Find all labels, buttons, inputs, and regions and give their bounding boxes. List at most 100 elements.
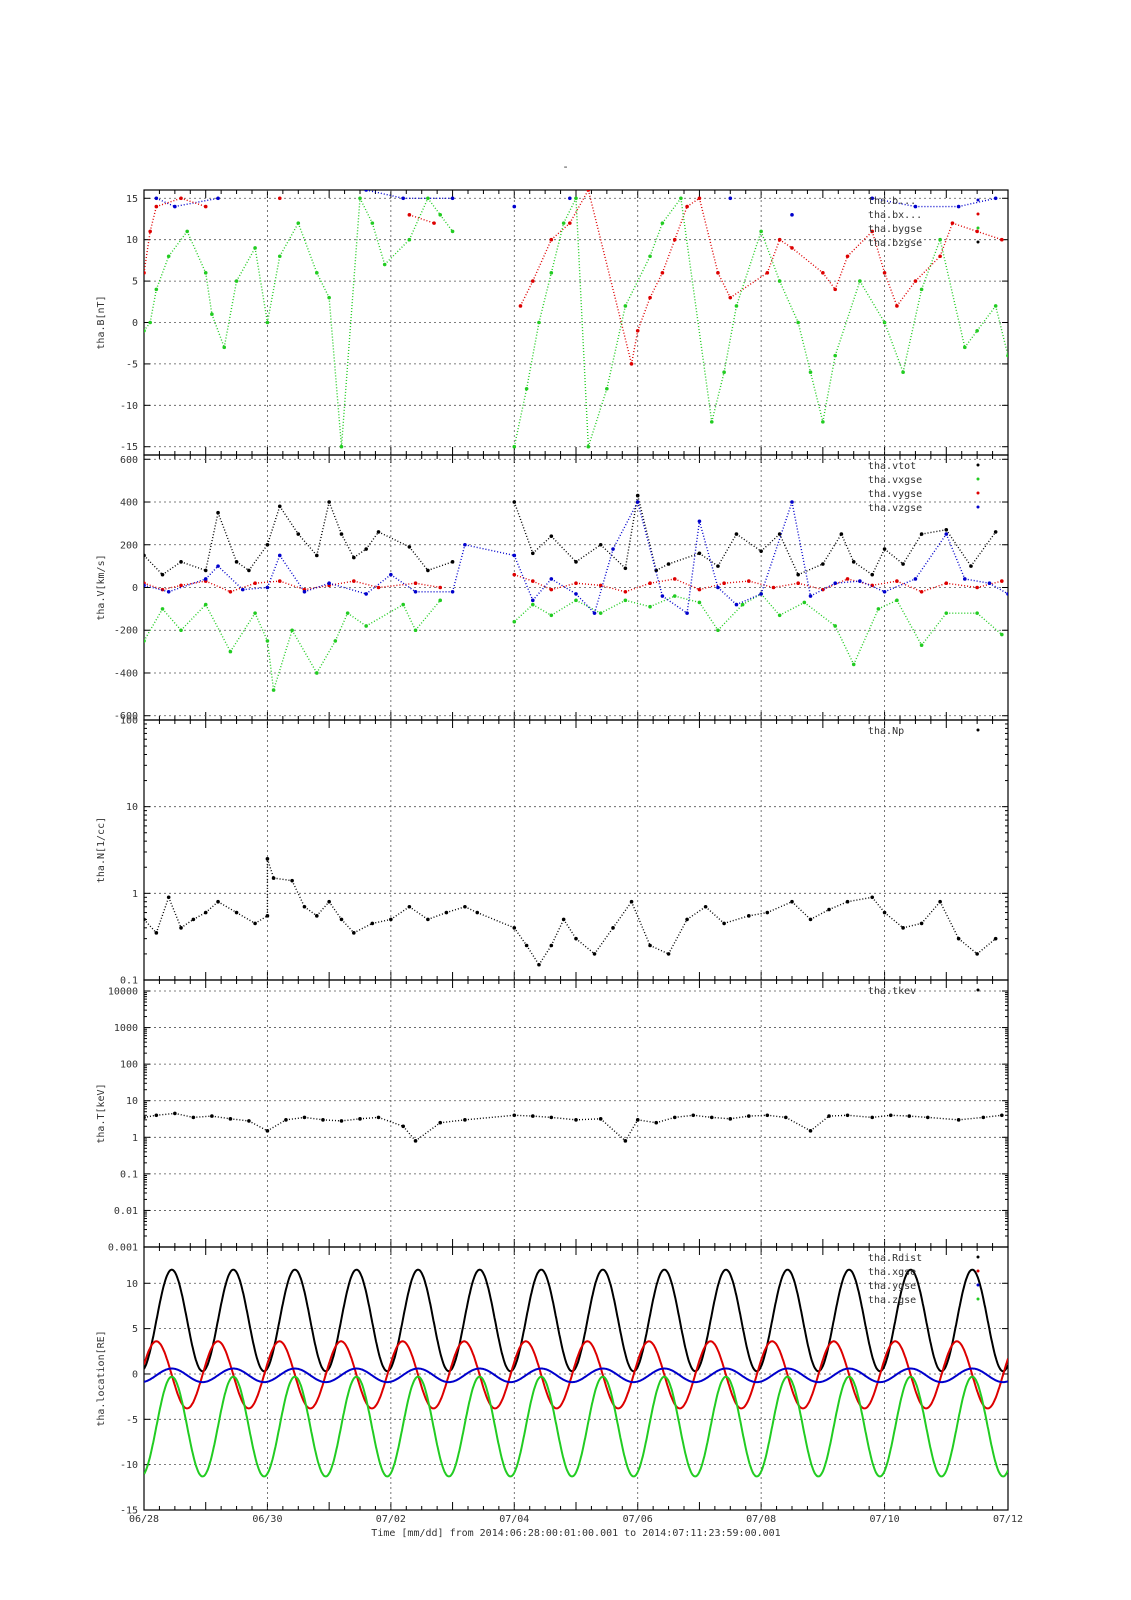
series-trace-tha.vzgse — [464, 544, 515, 557]
series-trace-tha.Np — [390, 906, 410, 921]
series-trace-tha.Np — [884, 912, 904, 929]
series-trace-tha.vygse — [205, 580, 231, 593]
series-trace-tha.vxgse — [144, 608, 164, 642]
legend-marker — [976, 477, 980, 481]
series-trace-tha.vygse — [532, 580, 552, 591]
series-trace-tha.vzgse — [451, 544, 466, 592]
y-tick-label: 10 — [126, 1279, 138, 1290]
series-trace-tha.bxgse — [914, 255, 941, 282]
series-line-tha.ygse — [144, 1367, 1008, 1384]
legend-entry: tha.Rdist — [868, 1253, 922, 1264]
x-tick-label: 07/12 — [993, 1514, 1023, 1525]
series-trace-tha.vzgse — [736, 593, 762, 606]
series-trace-tha.tkev — [958, 1116, 984, 1121]
series-trace-tha.vtot — [840, 533, 855, 563]
series-trace-tha.vxgse — [674, 595, 700, 604]
series-trace-tha.Np — [513, 927, 528, 946]
series-trace-tha.Np — [939, 901, 960, 939]
data-point-tha.btotal — [728, 196, 733, 201]
y-tick-label: 0 — [132, 583, 138, 594]
series-trace-tha.bygse — [723, 305, 738, 373]
series-trace-tha.bxgse — [952, 222, 978, 233]
series-trace-tha.tkev — [983, 1114, 1002, 1119]
series-trace-tha.bxgse — [729, 272, 768, 299]
series-trace-tha.Np — [353, 922, 373, 934]
y-axis-label: tha.B[nT] — [96, 295, 107, 349]
series-trace-tha.vzgse — [242, 586, 268, 591]
series-trace-tha.vygse — [946, 582, 978, 589]
legend-marker — [976, 1283, 980, 1287]
series-trace-tha.bygse — [809, 372, 824, 423]
series-trace-tha.vxgse — [921, 612, 947, 646]
series-trace-tha.tkev — [230, 1118, 249, 1122]
legend-entry: tha.tkev — [868, 986, 916, 997]
series-trace-tha.vtot — [655, 563, 669, 572]
y-tick-label: -10 — [120, 1460, 138, 1471]
series-trace-tha.bygse — [279, 222, 299, 257]
legend-entry: tha.vzgse — [868, 503, 922, 514]
series-trace-tha.bygse — [371, 222, 386, 265]
series-trace-tha.tkev — [637, 1119, 657, 1124]
data-point-tha.bygse — [450, 229, 455, 234]
series-trace-tha.Np — [810, 908, 830, 921]
series-trace-tha.vtot — [736, 533, 762, 552]
legend-marker — [976, 491, 980, 495]
series-trace-tha.vygse — [649, 578, 675, 584]
y-tick-label: -5 — [126, 359, 138, 370]
series-trace-tha.tkev — [600, 1118, 626, 1142]
y-tick-label: 200 — [120, 540, 138, 551]
y-tick-label: 0 — [132, 318, 138, 329]
x-axis-label: Time [mm/dd] from 2014:06:28:00:01:00.00… — [371, 1528, 780, 1539]
series-trace-tha.tkev — [322, 1119, 342, 1122]
series-trace-tha.Np — [767, 901, 793, 914]
data-point-tha.tkev — [598, 1117, 603, 1121]
series-trace-tha.bygse — [149, 289, 158, 323]
legend-marker — [976, 1297, 980, 1301]
series-trace-tha.bygse — [994, 305, 1008, 356]
series-trace-tha.vzgse — [791, 501, 812, 597]
series-trace-tha.vtot — [902, 533, 923, 565]
series-trace-tha.vtot — [248, 544, 268, 571]
series-trace-tha.vzgse — [835, 580, 860, 584]
legend-entry: tha.bygse — [868, 224, 922, 235]
series-trace-tha.Np — [705, 906, 725, 924]
series-trace-tha.tkev — [193, 1115, 212, 1119]
series-trace-tha.vygse — [378, 582, 416, 589]
series-trace-tha.bxgse — [409, 214, 435, 224]
series-trace-tha.vxgse — [717, 604, 744, 631]
series-trace-tha.vtot — [853, 561, 873, 576]
series-trace-tha.bygse — [254, 247, 269, 323]
series-trace-tha.bygse — [340, 198, 361, 447]
series-trace-tha.vxgse — [205, 604, 232, 652]
series-trace-tha.btotal — [872, 197, 916, 208]
series-trace-tha.Np — [205, 901, 219, 914]
series-trace-tha.tkev — [415, 1122, 441, 1142]
series-trace-tha.vtot — [236, 561, 250, 571]
series-trace-tha.tkev — [730, 1115, 749, 1120]
data-point-tha.btotal — [450, 196, 455, 201]
series-trace-tha.Np — [291, 880, 306, 908]
legend-marker — [976, 212, 980, 216]
series-trace-tha.vtot — [340, 533, 355, 558]
series-trace-tha.Np — [791, 901, 811, 920]
series-trace-tha.vxgse — [272, 630, 293, 691]
series-trace-tha.bxgse — [698, 198, 719, 273]
series-trace-tha.vtot — [427, 561, 453, 572]
series-trace-tha.vygse — [279, 580, 305, 591]
series-trace-tha.Np — [686, 906, 706, 921]
series-trace-tha.vzgse — [760, 501, 793, 595]
series-trace-tha.bygse — [779, 280, 799, 323]
plot-area — [144, 190, 1008, 449]
series-trace-tha.bygse — [550, 222, 565, 273]
series-trace-tha.bxgse — [637, 297, 651, 332]
series-trace-tha.vzgse — [637, 501, 664, 597]
series-trace-tha.vzgse — [612, 501, 639, 550]
y-tick-label: 600 — [120, 455, 138, 466]
data-point-tha.vxgse — [438, 598, 443, 603]
series-trace-tha.bygse — [563, 197, 577, 224]
series-trace-tha.Np — [748, 911, 768, 917]
x-tick-label: 07/04 — [499, 1514, 529, 1525]
series-trace-tha.Np — [563, 919, 577, 940]
series-trace-tha.bxgse — [896, 280, 916, 307]
panel-tha.T[keV]: 0.001 0.01 0.1 1 10 100 1000 10000 tha.T[keV] tha… — [96, 979, 1009, 1254]
